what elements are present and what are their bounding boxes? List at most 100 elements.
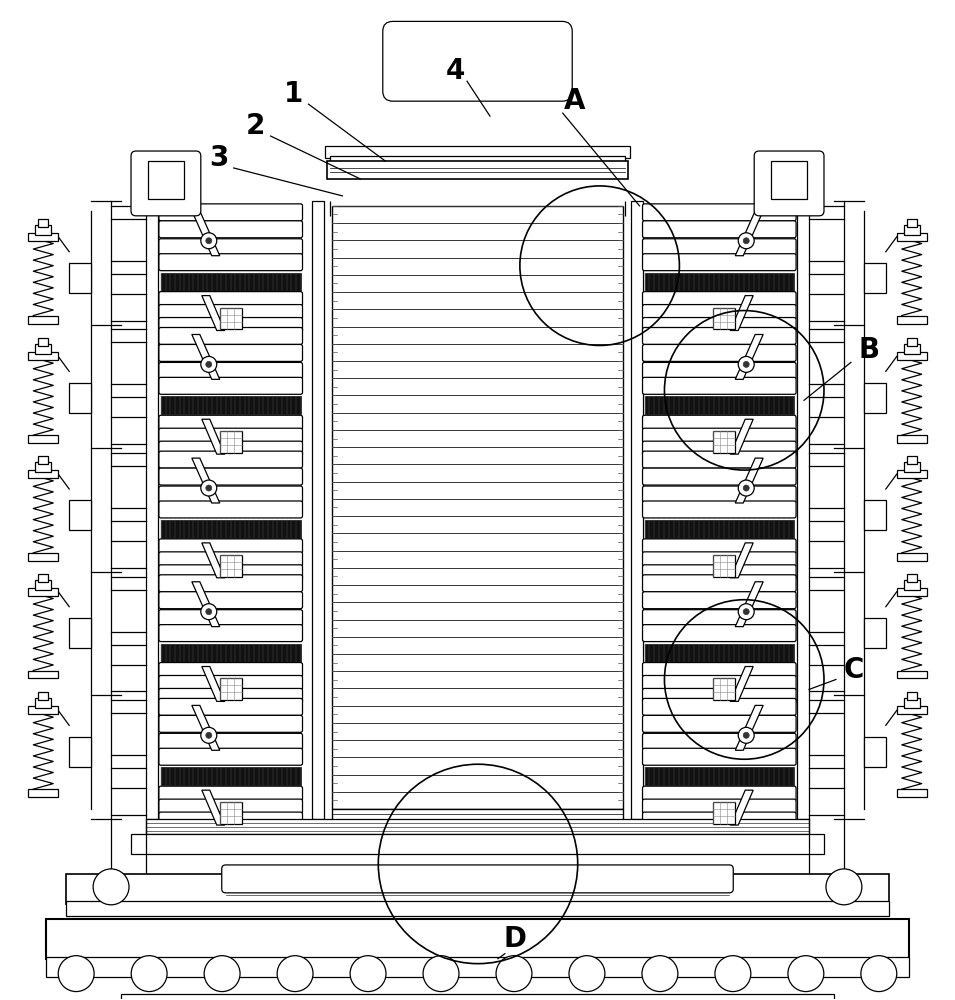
Bar <box>220 802 242 824</box>
FancyBboxPatch shape <box>643 501 796 518</box>
FancyBboxPatch shape <box>643 486 796 503</box>
FancyBboxPatch shape <box>159 415 303 430</box>
Polygon shape <box>192 334 220 379</box>
Bar <box>326 146 629 158</box>
FancyBboxPatch shape <box>643 688 796 703</box>
FancyBboxPatch shape <box>159 441 303 456</box>
Bar <box>897 553 926 561</box>
FancyBboxPatch shape <box>643 344 796 361</box>
Bar <box>897 789 926 797</box>
Polygon shape <box>192 458 220 503</box>
Bar <box>328 161 627 179</box>
FancyBboxPatch shape <box>159 625 303 642</box>
Circle shape <box>205 485 212 491</box>
FancyBboxPatch shape <box>643 715 796 732</box>
FancyBboxPatch shape <box>643 362 796 379</box>
Bar <box>864 383 886 413</box>
Circle shape <box>860 956 897 992</box>
FancyBboxPatch shape <box>159 292 303 307</box>
FancyBboxPatch shape <box>159 539 303 554</box>
Circle shape <box>738 604 754 620</box>
FancyBboxPatch shape <box>643 415 796 430</box>
Bar <box>903 344 920 354</box>
Circle shape <box>738 233 754 249</box>
Circle shape <box>201 727 217 743</box>
Bar <box>35 698 52 708</box>
FancyBboxPatch shape <box>643 663 796 677</box>
FancyBboxPatch shape <box>159 575 303 592</box>
Circle shape <box>201 480 217 496</box>
FancyBboxPatch shape <box>643 254 796 271</box>
Circle shape <box>743 238 750 244</box>
FancyBboxPatch shape <box>159 221 303 238</box>
FancyBboxPatch shape <box>643 451 796 468</box>
FancyBboxPatch shape <box>643 441 796 456</box>
Bar <box>645 396 794 414</box>
Circle shape <box>58 956 95 992</box>
FancyBboxPatch shape <box>643 799 796 814</box>
FancyBboxPatch shape <box>159 305 303 320</box>
Polygon shape <box>192 582 220 627</box>
Bar <box>220 678 242 700</box>
Circle shape <box>738 727 754 743</box>
FancyBboxPatch shape <box>643 575 796 592</box>
Bar <box>29 706 58 714</box>
Bar <box>69 263 91 293</box>
Bar <box>903 698 920 708</box>
Text: 1: 1 <box>284 80 303 108</box>
Bar <box>69 500 91 530</box>
Circle shape <box>94 869 129 905</box>
Circle shape <box>423 956 459 992</box>
FancyBboxPatch shape <box>159 698 303 715</box>
Bar <box>69 618 91 648</box>
Bar <box>35 462 52 472</box>
FancyBboxPatch shape <box>159 715 303 732</box>
Bar <box>161 767 301 785</box>
Bar <box>69 737 91 767</box>
Bar <box>897 671 926 678</box>
Circle shape <box>350 956 386 992</box>
Bar <box>864 263 886 293</box>
FancyBboxPatch shape <box>159 486 303 503</box>
FancyBboxPatch shape <box>643 305 796 320</box>
Bar <box>332 809 623 827</box>
Bar <box>29 588 58 596</box>
FancyBboxPatch shape <box>159 592 303 609</box>
Bar <box>35 344 52 354</box>
Circle shape <box>496 956 532 992</box>
Polygon shape <box>735 211 763 256</box>
Bar <box>29 352 58 360</box>
Circle shape <box>788 956 824 992</box>
Polygon shape <box>731 543 753 578</box>
Bar <box>330 156 625 164</box>
FancyBboxPatch shape <box>643 468 796 485</box>
Bar <box>645 520 794 538</box>
FancyBboxPatch shape <box>159 377 303 394</box>
Circle shape <box>738 480 754 496</box>
Text: B: B <box>859 336 880 364</box>
Bar <box>131 834 824 854</box>
FancyBboxPatch shape <box>643 786 796 801</box>
Polygon shape <box>731 667 753 701</box>
Polygon shape <box>202 419 224 454</box>
FancyBboxPatch shape <box>159 451 303 468</box>
FancyBboxPatch shape <box>159 239 303 256</box>
Bar <box>35 225 52 235</box>
Text: D: D <box>503 925 526 953</box>
FancyBboxPatch shape <box>643 625 796 642</box>
Bar <box>46 919 909 959</box>
Bar <box>46 957 909 977</box>
FancyBboxPatch shape <box>643 552 796 567</box>
FancyBboxPatch shape <box>643 539 796 554</box>
Bar <box>220 308 242 329</box>
Bar <box>797 201 809 819</box>
Bar <box>771 161 807 199</box>
FancyBboxPatch shape <box>159 362 303 379</box>
Bar <box>713 802 735 824</box>
Bar <box>864 618 886 648</box>
FancyBboxPatch shape <box>159 428 303 443</box>
Text: 4: 4 <box>445 57 465 85</box>
Bar <box>29 316 58 324</box>
Bar <box>897 588 926 596</box>
Bar <box>66 901 889 916</box>
